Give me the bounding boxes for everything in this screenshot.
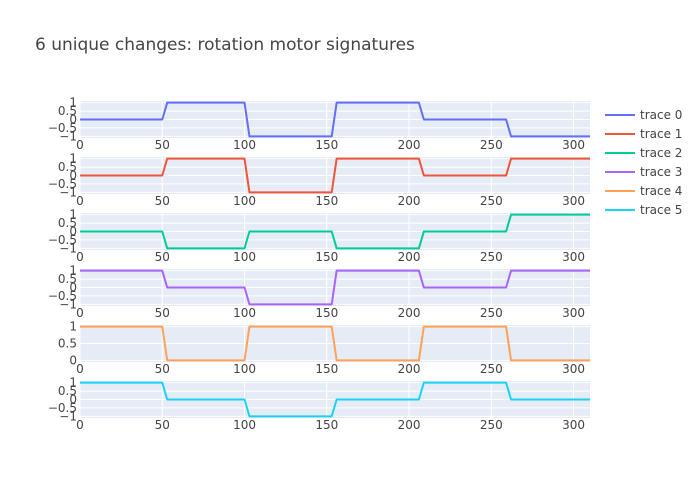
x-tick-label: 150 <box>315 138 338 152</box>
x-tick-label: 50 <box>155 418 170 432</box>
y-tick-label: 0 <box>69 113 77 127</box>
x-tick-label: 300 <box>562 250 585 264</box>
x-tick-label: 300 <box>562 194 585 208</box>
legend-label: trace 1 <box>640 127 682 141</box>
y-tick-label: −1 <box>59 129 77 143</box>
x-tick-label: 100 <box>233 194 256 208</box>
x-tick-label: 250 <box>480 418 503 432</box>
y-tick-label: 0 <box>69 169 77 183</box>
chart-title: 6 unique changes: rotation motor signatu… <box>35 35 415 55</box>
x-tick-label: 50 <box>155 138 170 152</box>
series-line-trace-3 <box>80 269 590 306</box>
y-tick-label: 0 <box>69 281 77 295</box>
subplot-5: 10.50−0.5−10 50 100 150 200 250 300 <box>48 376 590 432</box>
x-tick-label: 200 <box>398 250 421 264</box>
y-tick-label: −0.5 <box>48 177 77 191</box>
y-tick-label: −1 <box>59 241 77 255</box>
legend-item-trace-0[interactable]: trace 0 <box>605 108 682 122</box>
y-tick-label: 0.5 <box>58 272 77 286</box>
x-tick-label: 300 <box>562 138 585 152</box>
series-line-trace-2 <box>80 213 590 250</box>
series-line-trace-1 <box>80 157 590 194</box>
x-tick-label: 200 <box>398 194 421 208</box>
y-tick-label: −0.5 <box>48 121 77 135</box>
y-tick-label: 0 <box>69 225 77 239</box>
legend-item-trace-3[interactable]: trace 3 <box>605 165 682 179</box>
x-tick-label: 200 <box>398 138 421 152</box>
y-tick-label: −0.5 <box>48 401 77 415</box>
x-tick-label: 0 <box>76 194 84 208</box>
x-tick-label: 250 <box>480 138 503 152</box>
y-tick-label: 1 <box>69 208 77 222</box>
x-tick-label: 50 <box>155 306 170 320</box>
y-tick-label: 0.5 <box>58 337 77 351</box>
x-tick-label: 150 <box>315 194 338 208</box>
y-tick-label: −1 <box>59 297 77 311</box>
x-tick-label: 300 <box>562 362 585 376</box>
x-tick-label: 150 <box>315 418 338 432</box>
y-tick-label: −1 <box>59 185 77 199</box>
y-tick-label: 1 <box>69 376 77 390</box>
x-tick-label: 50 <box>155 250 170 264</box>
y-tick-label: 0 <box>69 393 77 407</box>
y-tick-label: −0.5 <box>48 289 77 303</box>
x-tick-label: 300 <box>562 306 585 320</box>
legend-label: trace 5 <box>640 203 682 217</box>
x-tick-label: 200 <box>398 362 421 376</box>
series-line-trace-0 <box>80 101 590 138</box>
legend-label: trace 2 <box>640 146 682 160</box>
y-tick-label: −0.5 <box>48 233 77 247</box>
subplots: 10.50−0.5−10 50 100 150 200 250 30010.50−0.5−1… <box>48 96 590 432</box>
x-tick-label: 100 <box>233 418 256 432</box>
x-tick-label: 250 <box>480 362 503 376</box>
x-tick-label: 0 <box>76 362 84 376</box>
x-tick-label: 0 <box>76 418 84 432</box>
y-tick-label: 0 <box>69 353 77 367</box>
x-tick-label: 200 <box>398 418 421 432</box>
legend-item-trace-1[interactable]: trace 1 <box>605 127 682 141</box>
y-tick-label: 1 <box>69 264 77 278</box>
series-line-trace-5 <box>80 381 590 418</box>
x-tick-label: 150 <box>315 250 338 264</box>
x-tick-label: 250 <box>480 194 503 208</box>
y-tick-label: 0.5 <box>58 384 77 398</box>
x-tick-label: 0 <box>76 250 84 264</box>
x-tick-label: 250 <box>480 250 503 264</box>
y-tick-label: 1 <box>69 96 77 110</box>
legend-item-trace-5[interactable]: trace 5 <box>605 203 682 217</box>
x-tick-label: 250 <box>480 306 503 320</box>
legend-item-trace-2[interactable]: trace 2 <box>605 146 682 160</box>
subplot-0: 10.50−0.5−10 50 100 150 200 250 300 <box>48 96 590 152</box>
y-tick-label: 0.5 <box>58 216 77 230</box>
subplot-4: 1 0.5 00 50 100 150 200 250 300 <box>58 320 590 376</box>
subplot-3: 10.50−0.5−10 50 100 150 200 250 300 <box>48 264 590 320</box>
x-tick-label: 150 <box>315 362 338 376</box>
legend[interactable]: trace 0 trace 1 trace 2 trace 3 trace 4 trace… <box>605 108 682 217</box>
x-tick-label: 100 <box>233 306 256 320</box>
x-tick-label: 100 <box>233 362 256 376</box>
y-tick-label: 1 <box>69 152 77 166</box>
legend-label: trace 4 <box>640 184 682 198</box>
series-line-trace-4 <box>80 325 590 362</box>
subplot-1: 10.50−0.5−10 50 100 150 200 250 300 <box>48 152 590 208</box>
y-tick-label: 0.5 <box>58 104 77 118</box>
x-tick-label: 50 <box>155 194 170 208</box>
x-tick-label: 0 <box>76 138 84 152</box>
subplot-2: 10.50−0.5−10 50 100 150 200 250 300 <box>48 208 590 264</box>
x-tick-label: 50 <box>155 362 170 376</box>
x-tick-label: 200 <box>398 306 421 320</box>
legend-label: trace 3 <box>640 165 682 179</box>
x-tick-label: 100 <box>233 138 256 152</box>
x-tick-label: 0 <box>76 306 84 320</box>
legend-label: trace 0 <box>640 108 682 122</box>
y-tick-label: −1 <box>59 409 77 423</box>
y-tick-label: 0.5 <box>58 160 77 174</box>
legend-item-trace-4[interactable]: trace 4 <box>605 184 682 198</box>
x-tick-label: 300 <box>562 418 585 432</box>
y-tick-label: 1 <box>69 320 77 334</box>
x-tick-label: 100 <box>233 250 256 264</box>
x-tick-label: 150 <box>315 306 338 320</box>
